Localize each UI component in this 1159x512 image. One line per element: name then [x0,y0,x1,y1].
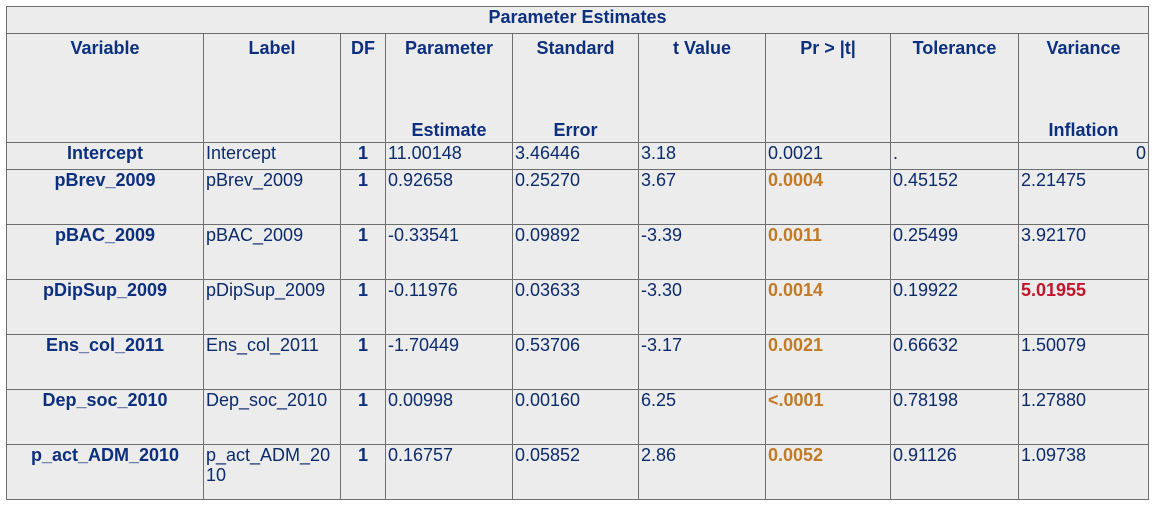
cell-p-value: 0.0004 [765,169,891,225]
column-header-line1: Tolerance [912,38,997,58]
cell-standard-error: 0.53706 [512,334,639,390]
cell-estimate: 0.00998 [385,389,513,445]
column-header-variable: Variable [6,33,204,143]
column-header-line2: Error [553,120,598,140]
table-row: p_act_ADM_2010 p_act_ADM_2010 1 0.16757 0.05… [6,444,1150,500]
cell-label: pDipSup_2009 [203,279,341,335]
cell-variance-inflation: 1.09738 [1017,444,1150,500]
cell-t-value: 2.86 [638,444,766,500]
cell-p-value: 0.0014 [765,279,891,335]
table-row: Dep_soc_2010 Dep_soc_2010 1 0.00998 0.00160 6… [6,389,1150,445]
cell-t-value: -3.17 [638,334,766,390]
cell-df: 1 [340,142,386,170]
cell-df: 1 [340,334,386,390]
column-header-line2: Inflation [1048,120,1119,140]
cell-standard-error: 3.46446 [512,142,639,170]
cell-label: Intercept [203,142,341,170]
cell-estimate: 11.00148 [385,142,513,170]
cell-tolerance: 0.66632 [890,334,1019,390]
cell-variance-inflation: 1.50079 [1017,334,1150,390]
cell-tolerance: 0.91126 [890,444,1019,500]
cell-tolerance: 0.25499 [890,224,1019,280]
cell-variable: p_act_ADM_2010 [6,444,204,500]
cell-variable: pBrev_2009 [6,169,204,225]
column-header-row: Variable Label DF Parameter Estimate Standard… [6,33,1150,143]
cell-standard-error: 0.00160 [512,389,639,445]
cell-df: 1 [340,224,386,280]
column-header-line1: Pr > |t| [800,38,856,58]
cell-variable: pBAC_2009 [6,224,204,280]
cell-t-value: -3.30 [638,279,766,335]
cell-variable: Intercept [6,142,204,170]
column-header-line2: Estimate [411,120,487,140]
table-row: pBAC_2009 pBAC_2009 1 -0.33541 0.09892 -3.39 0… [6,224,1150,280]
cell-label: pBAC_2009 [203,224,341,280]
cell-t-value: 3.18 [638,142,766,170]
cell-p-value: 0.0021 [765,142,891,170]
column-header-parameter-estimate: Parameter Estimate [385,33,513,143]
cell-label: Dep_soc_2010 [203,389,341,445]
cell-p-value: <.0001 [765,389,891,445]
cell-variance-inflation: 1.27880 [1017,389,1150,445]
cell-label: p_act_ADM_2010 [203,444,341,500]
cell-df: 1 [340,389,386,445]
table-row: pDipSup_2009 pDipSup_2009 1 -0.11976 0.03633… [6,279,1150,335]
cell-tolerance: 0.19922 [890,279,1019,335]
cell-p-value: 0.0052 [765,444,891,500]
cell-t-value: -3.39 [638,224,766,280]
parameter-estimates-table: Parameter Estimates Variable Label DF Param… [5,6,1150,500]
column-header-variance-inflation: Variance Inflation [1017,33,1150,143]
cell-standard-error: 0.25270 [512,169,639,225]
cell-variance-inflation: 5.01955 [1017,279,1150,335]
cell-estimate: 0.92658 [385,169,513,225]
cell-estimate: -0.11976 [385,279,513,335]
column-header-line1: DF [351,38,375,58]
cell-label: Ens_col_2011 [203,334,341,390]
table-row: Intercept Intercept 1 11.00148 3.46446 3.18 0.… [6,142,1150,170]
cell-p-value: 0.0021 [765,334,891,390]
cell-label: pBrev_2009 [203,169,341,225]
cell-estimate: -1.70449 [385,334,513,390]
table-row: pBrev_2009 pBrev_2009 1 0.92658 0.25270 3.67 0… [6,169,1150,225]
cell-estimate: 0.16757 [385,444,513,500]
cell-variance-inflation: 2.21475 [1017,169,1150,225]
cell-tolerance: 0.45152 [890,169,1019,225]
column-header-p-value: Pr > |t| [765,33,891,143]
column-header-label: Label [203,33,341,143]
cell-variable: Ens_col_2011 [6,334,204,390]
cell-variance-inflation: 3.92170 [1017,224,1150,280]
cell-t-value: 3.67 [638,169,766,225]
table-body: Intercept Intercept 1 11.00148 3.46446 3.18 0.… [6,142,1150,500]
column-header-tolerance: Tolerance [890,33,1019,143]
table-title: Parameter Estimates [5,6,1150,34]
cell-p-value: 0.0011 [765,224,891,280]
cell-tolerance: 0.78198 [890,389,1019,445]
column-header-t-value: t Value [638,33,766,143]
cell-standard-error: 0.09892 [512,224,639,280]
cell-variable: Dep_soc_2010 [6,389,204,445]
cell-estimate: -0.33541 [385,224,513,280]
column-header-line1: Variance [1046,38,1121,58]
cell-df: 1 [340,279,386,335]
cell-df: 1 [340,444,386,500]
column-header-line1: t Value [672,38,732,58]
cell-tolerance: . [890,142,1019,170]
cell-standard-error: 0.03633 [512,279,639,335]
cell-df: 1 [340,169,386,225]
column-header-line1: Parameter [404,38,494,58]
column-header-standard-error: Standard Error [512,33,639,143]
column-header-line1: Standard [536,38,615,58]
cell-variance-inflation: 0 [1017,142,1150,170]
cell-variable: pDipSup_2009 [6,279,204,335]
table-row: Ens_col_2011 Ens_col_2011 1 -1.70449 0.53706… [6,334,1150,390]
column-header-line1: Variable [70,38,140,58]
column-header-df: DF [340,33,386,143]
column-header-line1: Label [248,38,296,58]
cell-t-value: 6.25 [638,389,766,445]
cell-standard-error: 0.05852 [512,444,639,500]
